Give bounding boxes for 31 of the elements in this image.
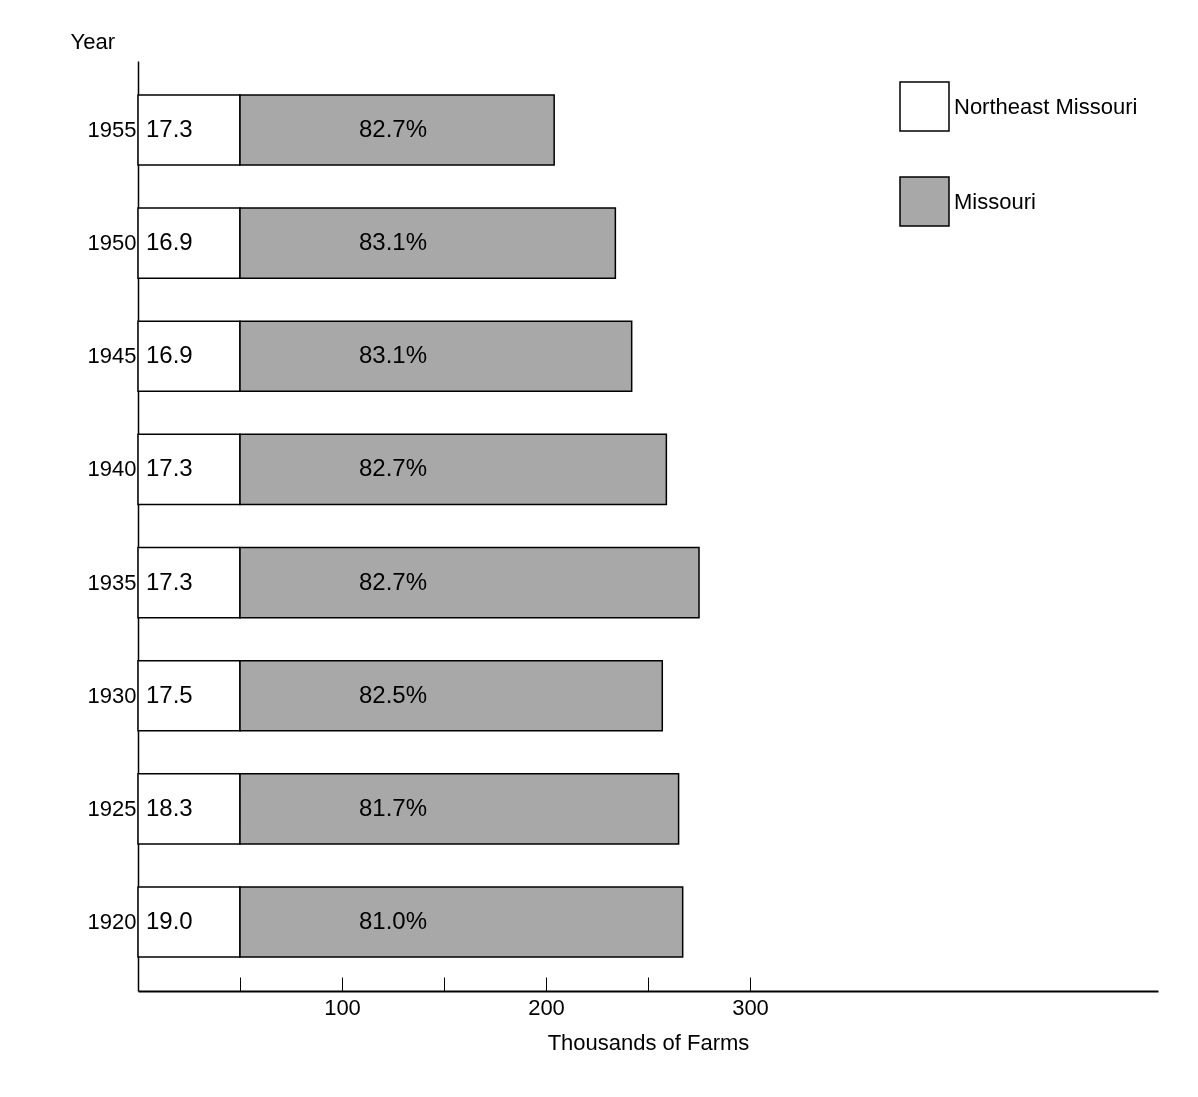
annotation: 17.3 xyxy=(146,567,193,595)
annotation: 82.7% xyxy=(358,115,428,143)
legend-label: Missouri xyxy=(954,188,1036,214)
annotation: 16.9 xyxy=(146,341,193,369)
annotation: 19.0 xyxy=(146,906,193,934)
y-tick-label: 1930 xyxy=(87,682,137,708)
y-tick-label: 1940 xyxy=(87,456,137,482)
x-tick-label: 200 xyxy=(528,994,565,1020)
y-tick-label: 1925 xyxy=(87,795,137,821)
x-axis-title: Thousands of Farms xyxy=(547,1029,750,1055)
legend-label: Northeast Missouri xyxy=(954,93,1138,119)
x-tick-label: 300 xyxy=(732,994,769,1020)
annotation: 83.1% xyxy=(358,341,428,369)
annotation: 17.5 xyxy=(146,680,193,708)
y-tick-label: 1950 xyxy=(87,230,137,256)
y-tick-label: 1920 xyxy=(87,908,137,934)
annotation: 17.3 xyxy=(146,454,193,482)
annotation: 81.0% xyxy=(358,906,428,934)
annotation: 16.9 xyxy=(146,228,193,256)
annotation: 82.7% xyxy=(358,454,428,482)
y-tick-label: 1955 xyxy=(87,117,137,143)
y-tick-label: 1945 xyxy=(87,343,137,369)
annotation: 82.7% xyxy=(358,567,428,595)
annotation: 83.1% xyxy=(358,228,428,256)
x-tick-label: 100 xyxy=(324,994,361,1020)
y-axis-title: Year xyxy=(70,28,115,54)
annotation: 17.3 xyxy=(146,115,193,143)
annotation: 82.5% xyxy=(358,680,428,708)
y-tick-label: 1935 xyxy=(87,569,137,595)
annotation: 81.7% xyxy=(358,793,428,821)
annotation: 18.3 xyxy=(146,793,193,821)
